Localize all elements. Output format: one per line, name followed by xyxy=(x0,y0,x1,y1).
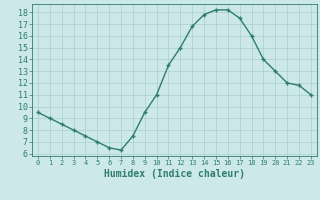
X-axis label: Humidex (Indice chaleur): Humidex (Indice chaleur) xyxy=(104,169,245,179)
